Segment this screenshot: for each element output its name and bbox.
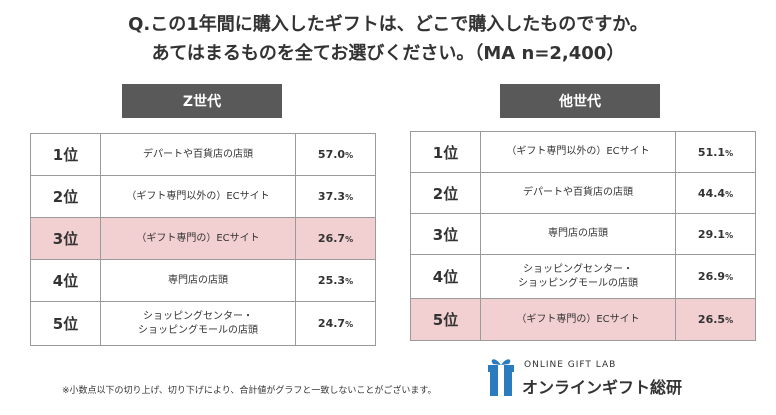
value-number: 37.3 bbox=[317, 190, 346, 203]
item-cell: デパートや百貨店の店頭 bbox=[100, 133, 296, 176]
table-row: 4位 ショッピングセンター・ ショッピングモールの店頭 26.9% bbox=[410, 254, 756, 299]
logo-name: オンラインギフト総研 bbox=[522, 378, 683, 397]
value-number: 26.5 bbox=[697, 313, 726, 326]
item-cell: （ギフト専門の）ECサイト bbox=[100, 217, 296, 260]
table-header-z-generation: Z世代 bbox=[122, 84, 282, 118]
value-unit: % bbox=[725, 189, 734, 199]
logo-subtitle: ONLINE GIFT LAB bbox=[524, 360, 617, 370]
value-number: 29.1 bbox=[697, 227, 726, 241]
item-cell: 専門店の店頭 bbox=[480, 213, 676, 255]
rank-cell: 3位 bbox=[30, 217, 101, 260]
value-unit: % bbox=[345, 277, 354, 286]
table-row: 3位 専門店の店頭 29.1% bbox=[410, 213, 756, 255]
value-cell: 57.0% bbox=[295, 133, 376, 176]
value-unit: % bbox=[725, 316, 734, 325]
rank-cell: 5位 bbox=[30, 301, 101, 346]
value-unit: % bbox=[345, 193, 354, 202]
item-cell: デパートや百貨店の店頭 bbox=[480, 172, 676, 214]
table-row: 2位 （ギフト専門以外の）ECサイト 37.3% bbox=[30, 175, 376, 218]
rank-cell: 1位 bbox=[30, 133, 101, 176]
table-header-other-generation: 他世代 bbox=[500, 84, 660, 118]
item-cell: 専門店の店頭 bbox=[100, 259, 296, 302]
value-cell: 44.4% bbox=[675, 172, 756, 214]
value-number: 25.3 bbox=[317, 274, 346, 287]
item-cell: （ギフト専門以外の）ECサイト bbox=[480, 131, 676, 173]
rank-cell: 3位 bbox=[410, 213, 481, 255]
rank-cell: 2位 bbox=[410, 172, 481, 214]
value-cell: 24.7% bbox=[295, 301, 376, 346]
value-unit: % bbox=[725, 273, 734, 282]
table-row: 4位 専門店の店頭 25.3% bbox=[30, 259, 376, 302]
gift-box-icon bbox=[488, 359, 514, 396]
value-number: 24.7 bbox=[317, 317, 346, 330]
table-row: 3位 （ギフト専門の）ECサイト 26.7% bbox=[30, 217, 376, 260]
value-cell: 26.9% bbox=[675, 254, 756, 299]
value-number: 26.9 bbox=[697, 270, 726, 283]
rank-cell: 4位 bbox=[30, 259, 101, 302]
value-number: 44.4 bbox=[697, 186, 726, 200]
value-cell: 29.1% bbox=[675, 213, 756, 255]
ranking-table-other-generation: 1位 （ギフト専門以外の）ECサイト 51.1% 2位 デパートや百貨店の店頭 44.4%… bbox=[410, 131, 756, 341]
value-number: 57.0 bbox=[317, 148, 346, 161]
value-number: 26.7 bbox=[317, 232, 346, 245]
item-cell: （ギフト専門の）ECサイト bbox=[480, 298, 676, 341]
value-unit: % bbox=[725, 148, 734, 158]
value-unit: % bbox=[345, 235, 354, 244]
table-row: 5位 （ギフト専門の）ECサイト 26.5% bbox=[410, 298, 756, 341]
chart-title-line2: あてはまるものを全てお選びください。（MA n=2,400） bbox=[151, 43, 625, 64]
value-unit: % bbox=[725, 230, 734, 240]
value-number: 51.1 bbox=[697, 145, 726, 159]
table-row: 5位 ショッピングセンター・ ショッピングモールの店頭 24.7% bbox=[30, 301, 376, 346]
logo: ONLINE GIFT LAB オンラインギフト総研 bbox=[486, 356, 682, 400]
item-cell: ショッピングセンター・ ショッピングモールの店頭 bbox=[480, 254, 676, 299]
table-row: 2位 デパートや百貨店の店頭 44.4% bbox=[410, 172, 756, 214]
table-row: 1位 デパートや百貨店の店頭 57.0% bbox=[30, 133, 376, 176]
rank-cell: 2位 bbox=[30, 175, 101, 218]
value-cell: 26.5% bbox=[675, 298, 756, 341]
value-cell: 37.3% bbox=[295, 175, 376, 218]
ranking-table-z-generation: 1位 デパートや百貨店の店頭 57.0% 2位 （ギフト専門以外の）ECサイト 37.3%… bbox=[30, 133, 376, 346]
footnote: ※小数点以下の切り上げ、切り下げにより、合計値がグラフと一致しないことがございま… bbox=[62, 386, 437, 396]
value-cell: 25.3% bbox=[295, 259, 376, 302]
value-cell: 26.7% bbox=[295, 217, 376, 260]
value-cell: 51.1% bbox=[675, 131, 756, 173]
chart-title-line1: Q.この1年間に購入したギフトは、どこで購入したものですか。 bbox=[128, 14, 648, 35]
value-unit: % bbox=[345, 320, 354, 329]
item-cell: （ギフト専門以外の）ECサイト bbox=[100, 175, 296, 218]
rank-cell: 5位 bbox=[410, 298, 481, 341]
value-unit: % bbox=[345, 151, 354, 160]
rank-cell: 4位 bbox=[410, 254, 481, 299]
rank-cell: 1位 bbox=[410, 131, 481, 173]
item-cell: ショッピングセンター・ ショッピングモールの店頭 bbox=[100, 301, 296, 346]
table-row: 1位 （ギフト専門以外の）ECサイト 51.1% bbox=[410, 131, 756, 173]
